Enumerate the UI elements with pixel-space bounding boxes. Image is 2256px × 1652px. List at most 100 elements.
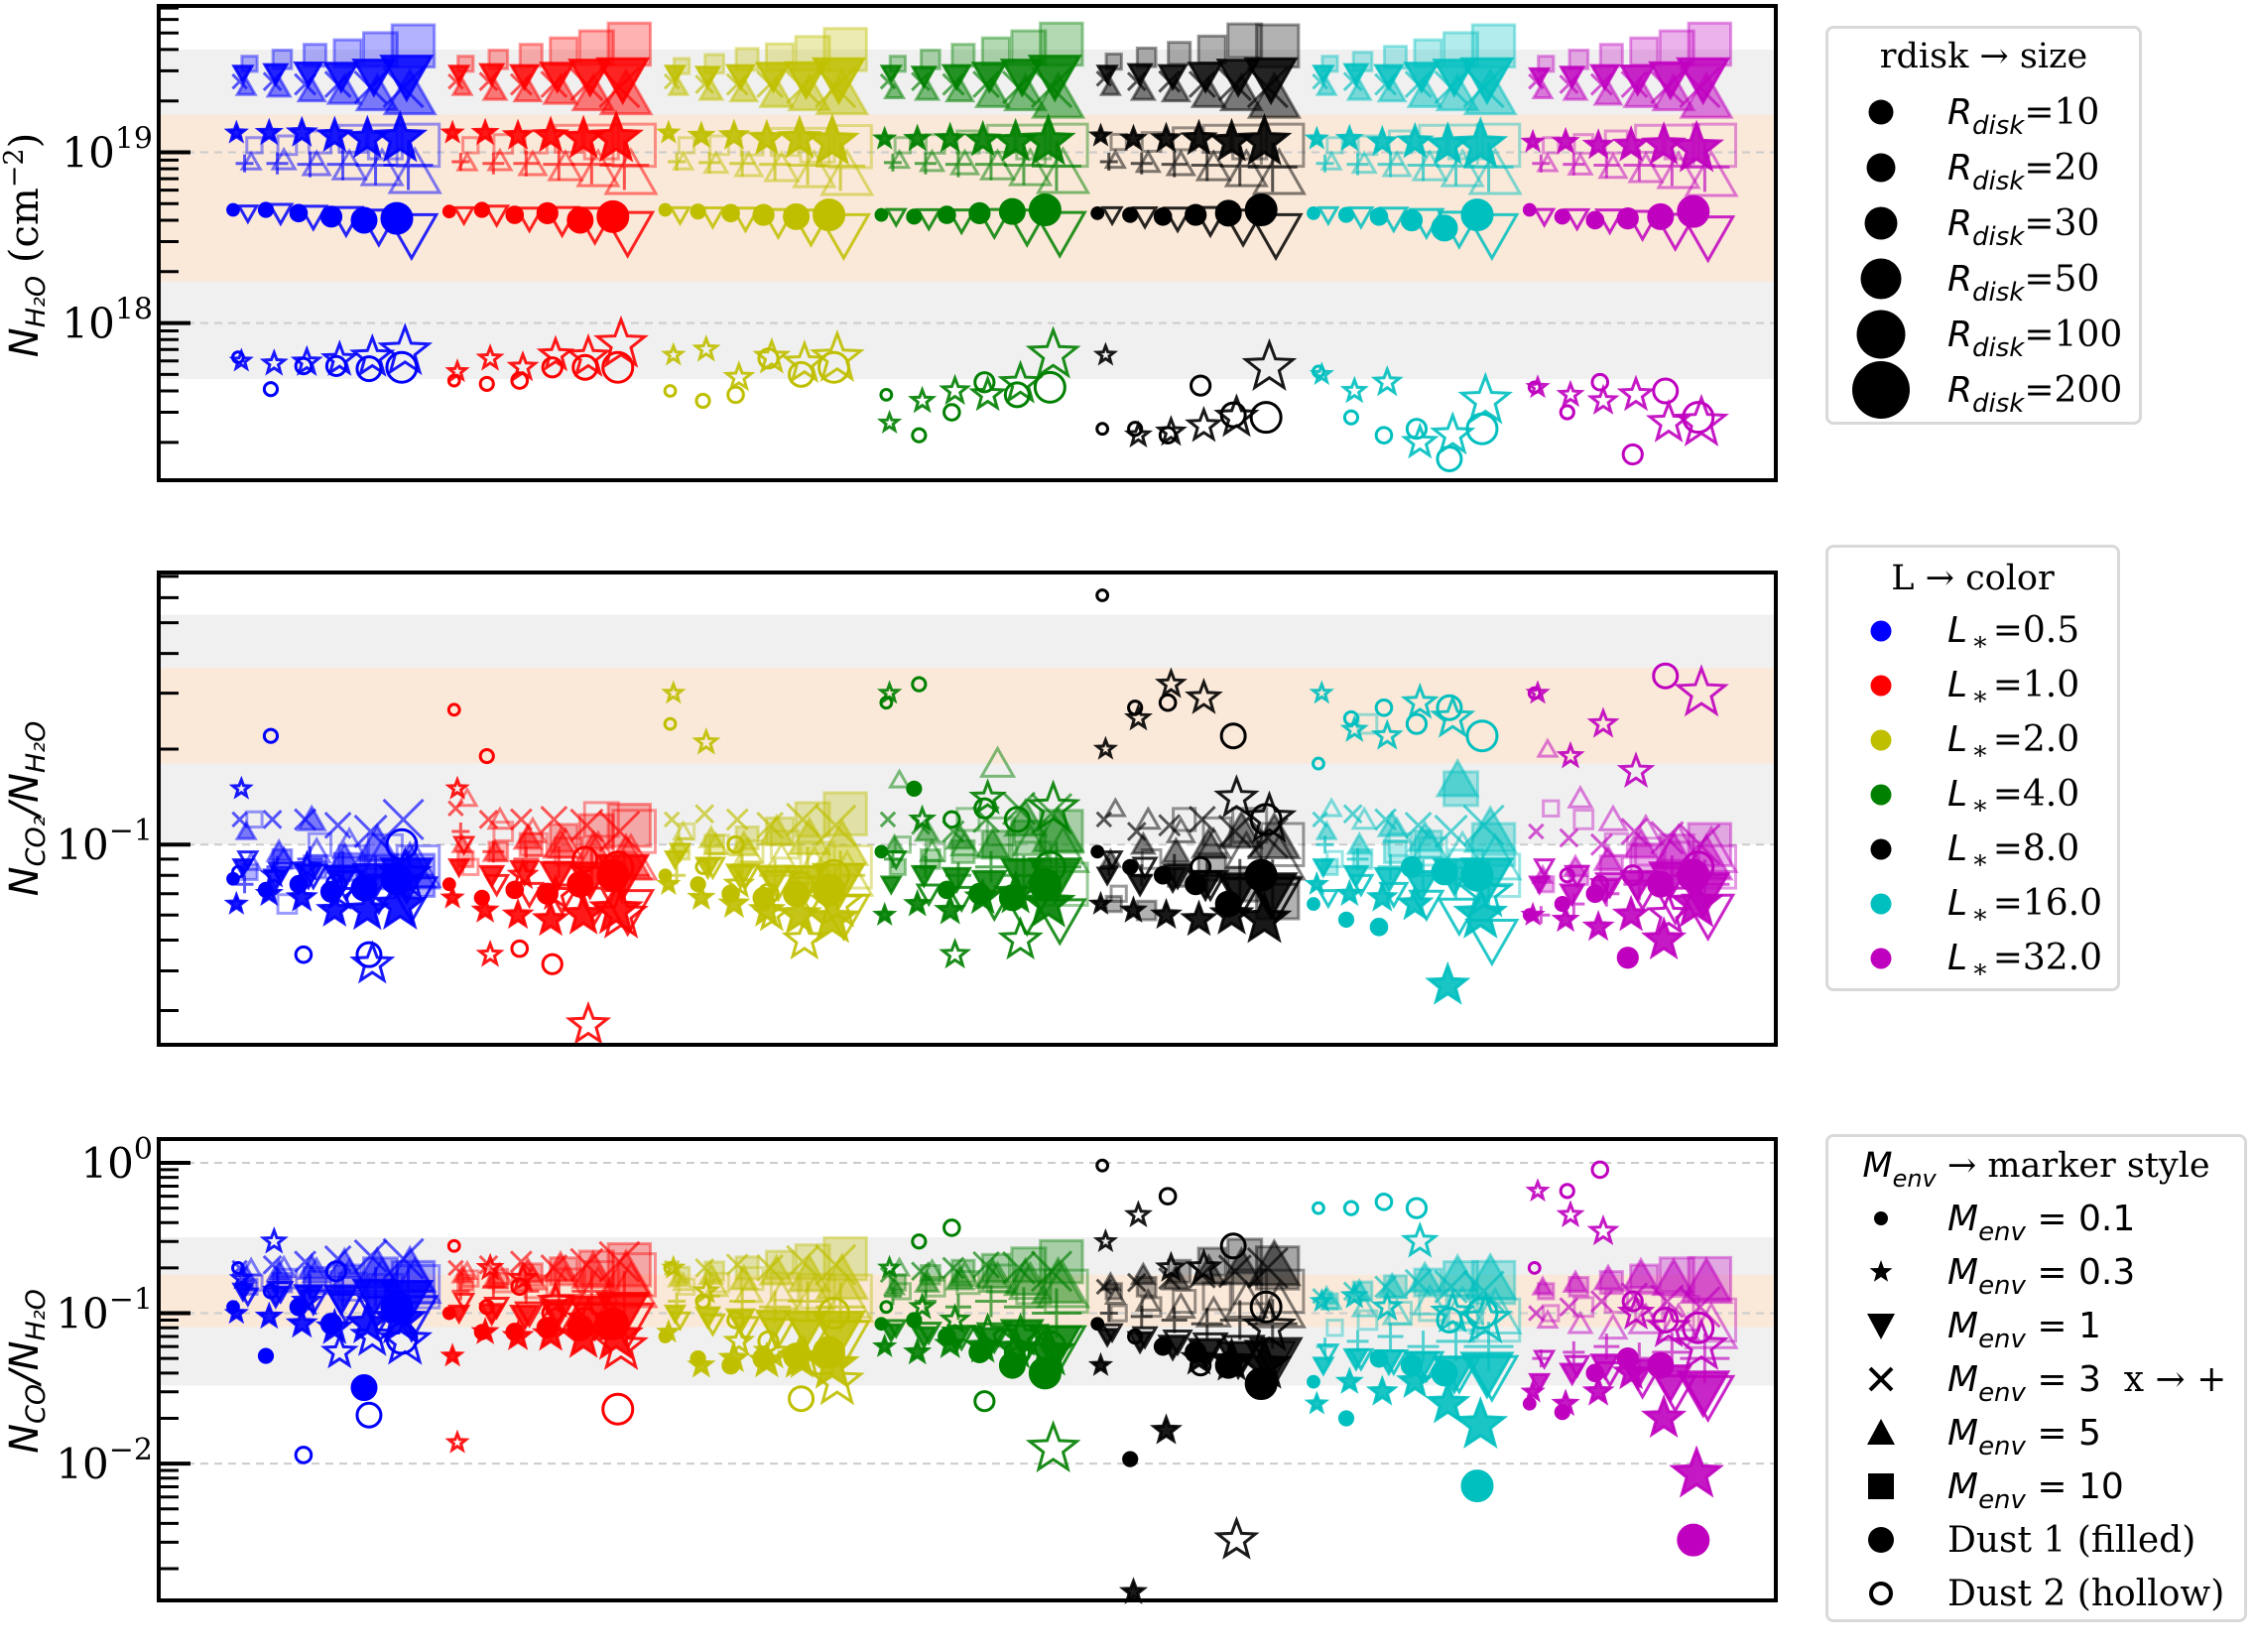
marker-L4-menv3-rdisk10-dust2: [883, 153, 902, 172]
legend-item-luminosity-6: L ∗ =32.0: [1828, 931, 2117, 985]
y-tick-label: 100: [80, 1132, 153, 1188]
marker-L32-menv0.1-rdisk200-dust1: [1677, 194, 1710, 228]
marker-L32-menv0.1-rdisk20-dust2: [1559, 867, 1575, 884]
legend-item-rdisk-2: Rdisk=30: [1828, 195, 2139, 252]
marker-L2-menv3-rdisk30-dust2: [729, 150, 756, 177]
marker-L2-menv0.1-rdisk50-dust2: [757, 1330, 780, 1352]
marker-L0.5-menv0.1-rdisk10-dust2: [231, 350, 245, 364]
marker-L4-menv0.1-rdisk30-dust2: [942, 810, 961, 829]
marker-L2-menv3-rdisk50-dust1: [756, 811, 785, 839]
marker-L2-menv3-rdisk30-dust1: [725, 808, 749, 831]
marker-L4-menv1-rdisk20-dust2: [915, 883, 942, 908]
marker-L32-menv0.1-rdisk10-dust1: [1522, 908, 1537, 923]
marker-L32-menv1-rdisk200-dust2: [1681, 1374, 1736, 1424]
marker-L8-menv0.1-rdisk30-dust1: [1153, 207, 1173, 226]
legend-label: Rdisk=200: [1947, 369, 2123, 419]
marker-L16-menv1-rdisk200-dust1: [1459, 57, 1515, 106]
marker-L8-menv0.3-rdisk20-dust1: [1118, 123, 1149, 152]
marker-L32-menv3-rdisk20-dust1: [1559, 827, 1579, 848]
marker-L16-menv3-rdisk50-dust1: [1404, 1268, 1433, 1297]
marker-L8-menv3-rdisk30-dust2: [1161, 1307, 1188, 1334]
marker-L0.5-menv0.3-rdisk50-dust2: [319, 1332, 359, 1369]
marker-L8-menv1-rdisk30-dust1: [1157, 64, 1189, 91]
marker-L2-menv3-rdisk10-dust1: [663, 811, 681, 828]
marker-L16-menv0.1-rdisk30-dust2: [1374, 698, 1394, 717]
marker-L2-menv1-rdisk10-dust2: [668, 205, 692, 227]
marker-L0.5-menv5-rdisk10-dust2: [239, 150, 263, 171]
marker-L32-menv0.1-rdisk30-dust2: [1590, 372, 1610, 392]
marker-L32-menv0.1-rdisk10-dust2: [1527, 686, 1542, 700]
marker-L8-menv0.3-rdisk200-dust2: [1241, 790, 1298, 843]
marker-L8-menv3-rdisk200-dust1: [1246, 1246, 1289, 1289]
marker-L16-menv10-rdisk20-dust2: [1356, 1309, 1379, 1332]
marker-L32-menv1-rdisk30-dust1: [1589, 64, 1621, 91]
marker-L16-menv0.3-rdisk50-dust1: [1396, 1361, 1435, 1399]
marker-L1-menv0.3-rdisk200-dust2: [593, 315, 649, 368]
panel-3: 10−2 10−1 100 NCO/NH₂O: [2, 1132, 1778, 1604]
marker-L32-menv0.3-rdisk100-dust1: [1641, 121, 1688, 166]
marker-L0.5-menv5-rdisk30-dust2: [301, 1255, 332, 1284]
marker-L16-menv5-rdisk200-dust2: [1467, 147, 1523, 195]
marker-L1-menv0.1-rdisk50-dust1: [536, 201, 559, 224]
marker-L16-menv0.3-rdisk50-dust2: [1400, 682, 1440, 719]
marker-L0.5-menv3-rdisk20-dust2: [266, 152, 289, 175]
legend-item-dust-2: Dust 2 (hollow): [1828, 1567, 2244, 1620]
marker-L4-menv0.1-rdisk30-dust2: [942, 403, 961, 422]
marker-L4-menv1-rdisk20-dust1: [910, 1326, 938, 1350]
marker-L1-menv0.1-rdisk30-dust2: [510, 371, 530, 390]
marker-L2-menv0.1-rdisk200-dust1: [813, 1335, 846, 1369]
marker-L1-menv0.1-rdisk20-dust1: [473, 201, 490, 218]
markers: [223, 1158, 1739, 1604]
marker-L16-menv1-rdisk10-dust1: [1312, 858, 1335, 879]
marker-L0.5-menv0.3-rdisk20-dust2: [259, 1225, 289, 1254]
marker-L32-menv0.3-rdisk30-dust2: [1586, 706, 1620, 738]
marker-L8-menv0.3-rdisk20-dust2: [1123, 702, 1153, 731]
marker-L0.5-menv1-rdisk20-dust2: [267, 1281, 295, 1305]
marker-L16-menv5-rdisk10-dust2: [1319, 797, 1343, 818]
marker-L1-menv5-rdisk30-dust2: [517, 816, 549, 843]
legend-label: Rdisk=100: [1947, 314, 2123, 363]
marker-L8-menv10-rdisk10-dust1: [1104, 894, 1123, 914]
marker-L2-menv3-rdisk20-dust1: [694, 804, 715, 825]
marker-L2-menv0.1-rdisk20-dust2: [694, 858, 711, 875]
marker-L1-menv0.1-rdisk30-dust1: [505, 880, 525, 900]
marker-L1-menv3-rdisk10-dust1: [447, 1259, 464, 1277]
marker-L1-menv0.1-rdisk30-dust1: [505, 205, 525, 224]
marker-L4-menv3-rdisk50-dust1: [972, 1250, 1000, 1279]
marker-L16-menv0.3-rdisk10-dust1: [1304, 870, 1329, 895]
legend-label: Rdisk=10: [1947, 91, 2100, 141]
marker-L2-menv0.1-rdisk30-dust2: [726, 1311, 745, 1330]
marker-L1-menv0.1-rdisk10-dust2: [446, 702, 461, 717]
marker-L8-menv0.3-rdisk30-dust2: [1155, 415, 1188, 446]
marker-L2-menv3-rdisk200-dust1: [815, 804, 857, 846]
marker-L32-menv3-rdisk50-dust1: [1620, 818, 1649, 845]
marker-L16-menv10-rdisk30-dust1: [1382, 838, 1409, 864]
marker-L32-menv10-rdisk10-dust2: [1542, 1304, 1561, 1323]
marker-L4-menv1-rdisk50-dust2: [975, 207, 1013, 241]
marker-L1-menv1-rdisk20-dust2: [483, 1296, 511, 1321]
marker-L4-menv0.1-rdisk200-dust2: [1033, 850, 1066, 884]
marker-L32-menv3-rdisk30-dust1: [1589, 1290, 1613, 1314]
marker-L2-menv0.1-rdisk200-dust1: [813, 198, 846, 232]
legend-marker: [1828, 80, 1934, 144]
marker-L1-menv0.3-rdisk10-dust1: [439, 1342, 465, 1367]
marker-L1-menv0.3-rdisk20-dust2: [475, 939, 505, 967]
marker-L1-menv3-rdisk30-dust1: [509, 808, 533, 831]
legend-label: L ∗ =32.0: [1947, 938, 2103, 984]
marker-L8-menv0.1-rdisk100-dust1: [1214, 890, 1242, 918]
marker-L32-menv0.3-rdisk200-dust1: [1669, 1445, 1724, 1498]
marker-L0.5-menv1-rdisk20-dust1: [262, 63, 290, 87]
marker-L0.5-menv0.1-rdisk30-dust2: [294, 356, 313, 376]
marker-L16-menv1-rdisk50-dust1: [1403, 62, 1441, 94]
marker-L1-menv5-rdisk200-dust2: [603, 147, 659, 195]
marker-L0.5-menv1-rdisk10-dust2: [236, 850, 260, 871]
marker-L2-menv0.1-rdisk20-dust1: [689, 876, 706, 893]
triangle-up-icon: [1867, 1419, 1895, 1445]
marker-L8-menv1-rdisk200-dust1: [1243, 57, 1299, 106]
marker-L2-menv0.1-rdisk200-dust2: [817, 350, 851, 384]
marker-L1-menv0.1-rdisk100-dust2: [571, 1306, 599, 1334]
marker-L0.5-menv0.1-rdisk20-dust1: [257, 201, 275, 218]
marker-L1-menv0.1-rdisk50-dust1: [536, 882, 559, 905]
marker-L32-menv0.1-rdisk30-dust1: [1585, 884, 1605, 904]
